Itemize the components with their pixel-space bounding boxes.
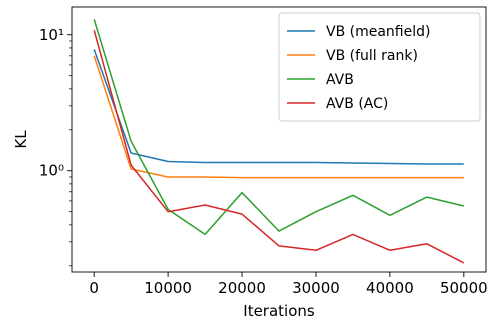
legend-entry: VB (full rank) (326, 48, 418, 64)
y-tick-label: 10¹ (39, 26, 64, 44)
x-axis-label: Iterations (243, 302, 315, 320)
x-tick-label: 40000 (366, 279, 414, 297)
y-tick-label: 10⁰ (39, 162, 64, 180)
x-tick-label: 0 (89, 279, 99, 297)
plot-lines (93, 19, 465, 264)
x-tick-label: 30000 (292, 279, 340, 297)
legend: VB (meanfield) VB (full rank) AVB AVB (AC) (278, 12, 481, 122)
legend-entry: AVB (AC) (326, 96, 388, 112)
y-axis-label: KL (12, 130, 30, 149)
plot-frame (71, 6, 487, 273)
y-axis: 10⁰ 10¹ (39, 26, 72, 267)
x-axis: 0 10000 20000 30000 40000 50000 (89, 272, 488, 297)
series-line-2 (93, 19, 464, 236)
series-line-3 (93, 30, 465, 264)
legend-entry: AVB (326, 72, 354, 88)
series-line-1 (93, 55, 464, 179)
legend-entry: VB (meanfield) (326, 24, 430, 40)
legend-box (278, 12, 481, 122)
x-tick-label: 20000 (218, 279, 266, 297)
series-line-0 (93, 49, 464, 165)
x-tick-label: 50000 (440, 279, 488, 297)
x-tick-label: 10000 (144, 279, 192, 297)
